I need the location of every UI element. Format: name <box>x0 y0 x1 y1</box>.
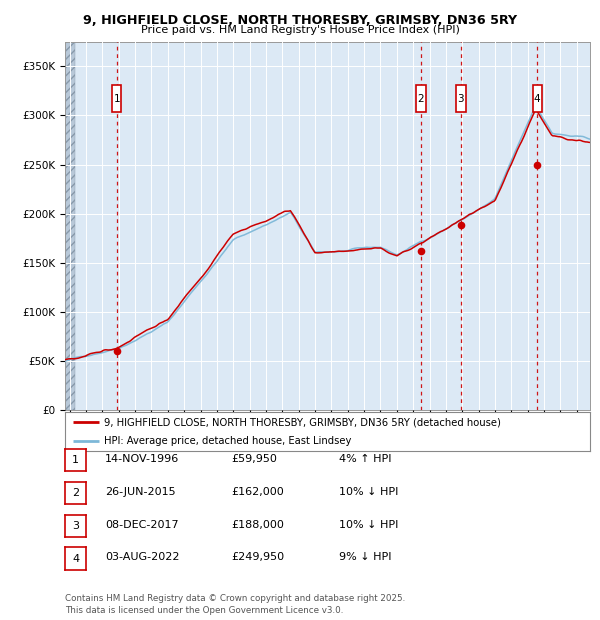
FancyBboxPatch shape <box>457 85 466 112</box>
Text: 9, HIGHFIELD CLOSE, NORTH THORESBY, GRIMSBY, DN36 5RY (detached house): 9, HIGHFIELD CLOSE, NORTH THORESBY, GRIM… <box>104 417 501 427</box>
Text: 4% ↑ HPI: 4% ↑ HPI <box>339 454 391 464</box>
Text: 1: 1 <box>113 94 120 104</box>
Text: 4: 4 <box>72 554 79 564</box>
Text: 3: 3 <box>458 94 464 104</box>
Text: 26-JUN-2015: 26-JUN-2015 <box>105 487 176 497</box>
Text: 14-NOV-1996: 14-NOV-1996 <box>105 454 179 464</box>
Text: 9, HIGHFIELD CLOSE, NORTH THORESBY, GRIMSBY, DN36 5RY: 9, HIGHFIELD CLOSE, NORTH THORESBY, GRIM… <box>83 14 517 27</box>
Text: £59,950: £59,950 <box>231 454 277 464</box>
Text: 3: 3 <box>72 521 79 531</box>
Text: 1: 1 <box>72 455 79 465</box>
Text: 03-AUG-2022: 03-AUG-2022 <box>105 552 179 562</box>
Text: Price paid vs. HM Land Registry's House Price Index (HPI): Price paid vs. HM Land Registry's House … <box>140 25 460 35</box>
Text: 4: 4 <box>534 94 541 104</box>
Bar <box>65 42 75 410</box>
Text: 9% ↓ HPI: 9% ↓ HPI <box>339 552 391 562</box>
FancyBboxPatch shape <box>416 85 425 112</box>
Text: £188,000: £188,000 <box>231 520 284 529</box>
Text: £162,000: £162,000 <box>231 487 284 497</box>
Text: HPI: Average price, detached house, East Lindsey: HPI: Average price, detached house, East… <box>104 436 352 446</box>
Text: 10% ↓ HPI: 10% ↓ HPI <box>339 520 398 529</box>
Bar <box>65 42 75 410</box>
Text: 2: 2 <box>72 488 79 498</box>
FancyBboxPatch shape <box>533 85 542 112</box>
FancyBboxPatch shape <box>112 85 121 112</box>
Text: £249,950: £249,950 <box>231 552 284 562</box>
Text: 2: 2 <box>418 94 424 104</box>
Text: 08-DEC-2017: 08-DEC-2017 <box>105 520 179 529</box>
Text: Contains HM Land Registry data © Crown copyright and database right 2025.
This d: Contains HM Land Registry data © Crown c… <box>65 594 405 615</box>
Text: 10% ↓ HPI: 10% ↓ HPI <box>339 487 398 497</box>
